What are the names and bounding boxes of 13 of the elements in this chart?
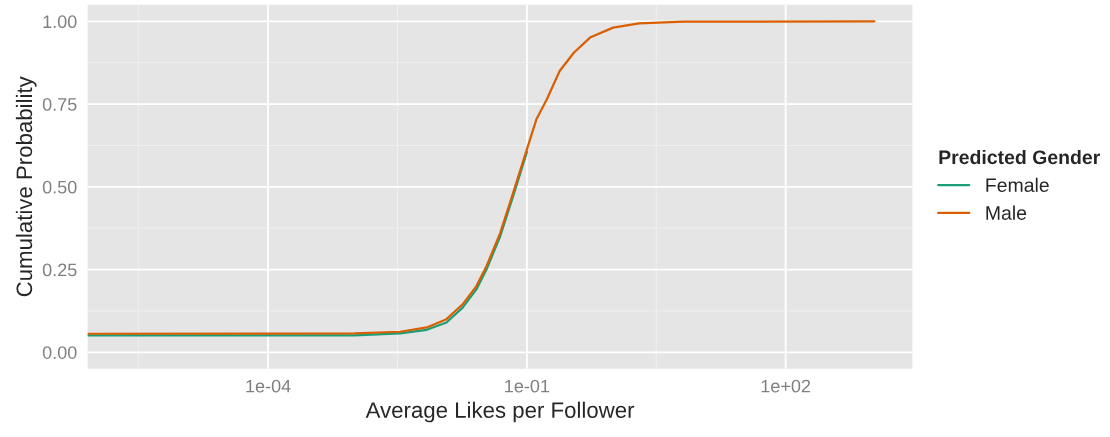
y-tick-label: 1.00 — [43, 15, 77, 29]
legend-label: Male — [986, 205, 1027, 220]
x-tick-label: 1e-01 — [505, 379, 550, 393]
legend-label: Female — [986, 177, 1049, 193]
x-tick-label: 1e-04 — [246, 379, 291, 393]
x-tick-label: 1e+02 — [761, 379, 811, 393]
x-axis-title: Average Likes per Follower — [365, 401, 635, 423]
y-axis-title: Cumulative Probability — [15, 76, 37, 297]
y-tick-label: 0.25 — [42, 263, 77, 277]
legend-title: Predicted Gender — [939, 149, 1100, 165]
y-tick-label: 0.00 — [42, 346, 77, 359]
y-tick-label: 0.75 — [42, 98, 77, 111]
y-tick-label: 0.50 — [42, 180, 77, 194]
